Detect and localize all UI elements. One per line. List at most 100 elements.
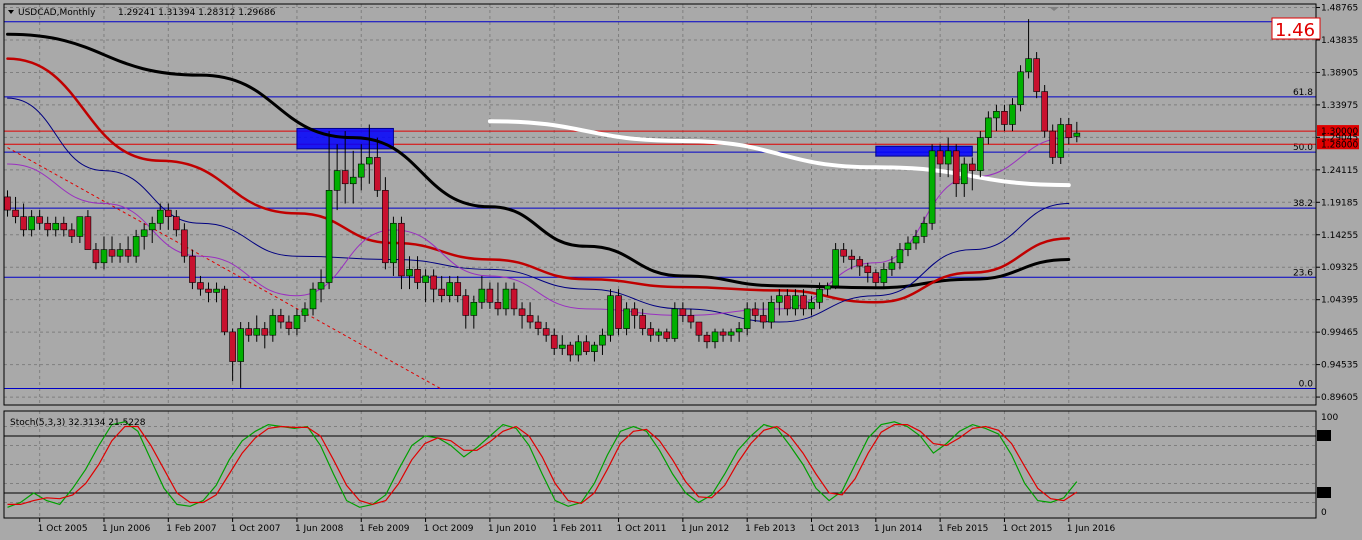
bull-candle (269, 315, 277, 336)
bull-candle (446, 282, 454, 296)
bull-candle (301, 308, 309, 316)
bear-candle (414, 269, 421, 283)
bear-candle (518, 308, 526, 316)
bull-candle (832, 249, 839, 287)
level-price-label: 1.30000 (1321, 127, 1358, 137)
fib-label: 0.0 (1299, 380, 1314, 390)
bull-candle (776, 295, 783, 303)
bear-candle (583, 341, 590, 352)
bear-candle (382, 190, 389, 264)
bear-candle (936, 150, 944, 165)
bear-candle (526, 315, 534, 323)
bear-candle (181, 229, 188, 257)
bear-candle (647, 328, 655, 336)
bull-candle (599, 334, 606, 346)
bull-candle (944, 150, 952, 165)
bull-candle (365, 157, 373, 165)
bull-candle (390, 222, 397, 264)
bull-candle (623, 308, 630, 329)
bear-candle (341, 170, 349, 185)
bull-candle (52, 222, 60, 231)
bull-candle (156, 209, 164, 224)
bull-candle (309, 288, 317, 310)
bear-candle (189, 255, 196, 283)
bear-candle (454, 282, 462, 296)
price-tick-label: 1.24115 (1321, 166, 1358, 176)
bull-candle (824, 285, 831, 290)
bear-candle (542, 328, 550, 336)
bull-candle (711, 331, 719, 343)
bear-candle (44, 222, 52, 231)
supply-zone (875, 145, 973, 157)
stoch-title: Stoch(5,3,3) 32.3134 21.5228 (10, 418, 146, 428)
bear-candle (245, 328, 252, 336)
price-tick-label: 1.48765 (1321, 4, 1358, 14)
fib-label: 61.8 (1293, 88, 1313, 98)
bull-candle (808, 301, 815, 310)
price-tick-label: 0.89605 (1321, 393, 1358, 403)
bear-candle (703, 334, 711, 343)
bull-candle (671, 308, 679, 339)
fib-label: 38.2 (1293, 199, 1313, 209)
price-tick-label: 1.43835 (1321, 36, 1358, 46)
chevron-down-icon[interactable] (8, 10, 14, 14)
bear-candle (1049, 130, 1056, 158)
bull-candle (422, 275, 429, 283)
bear-candle (430, 275, 437, 290)
time-tick-label: 1 Oct 2007 (231, 524, 281, 534)
price-tick-label: 0.94535 (1321, 361, 1358, 371)
bear-candle (165, 209, 172, 217)
bear-candle (566, 344, 574, 356)
bull-candle (896, 249, 904, 264)
bear-candle (1041, 91, 1048, 132)
stoch-line-green (7, 421, 1078, 508)
bull-candle (100, 249, 108, 264)
candles (4, 19, 1081, 388)
big-price-label: 1.46 (1275, 20, 1315, 41)
bear-candle (872, 272, 880, 283)
time-tick-label: 1 Jun 2014 (874, 524, 923, 534)
bear-candle (60, 222, 68, 231)
bear-candle (108, 249, 116, 257)
symbol-label: USDCAD,Monthly (18, 8, 96, 18)
bear-candle (968, 163, 976, 171)
bear-candle (631, 308, 638, 316)
bear-candle (550, 334, 558, 349)
bear-candle (277, 315, 285, 323)
big-price-box (1271, 17, 1321, 40)
bull-candle (1009, 104, 1016, 125)
bull-candle (237, 328, 244, 362)
bull-candle (1057, 124, 1065, 158)
price-tick-label: 1.04395 (1321, 296, 1358, 306)
trend-line (7, 147, 442, 390)
scroll-marker-icon[interactable] (1049, 7, 1059, 11)
bear-candle (197, 282, 204, 290)
stoch-level-box (1317, 430, 1331, 441)
bear-candle (92, 249, 100, 264)
bear-candle (1033, 58, 1040, 92)
bull-candle (253, 328, 261, 336)
time-tick-label: 1 Jun 2008 (295, 524, 344, 534)
bull-candle (148, 222, 156, 231)
bear-candle (510, 288, 518, 310)
bull-candle (213, 288, 220, 293)
bear-candle (952, 150, 960, 185)
stoch-level-label: 20 (1319, 489, 1331, 499)
stoch-scale-label: 100 (1321, 413, 1338, 423)
bear-candle (663, 331, 671, 339)
bear-candle (494, 301, 502, 310)
bull-candle (792, 295, 799, 310)
bull-candle (880, 269, 888, 283)
time-tick-label: 1 Feb 2013 (745, 524, 795, 534)
bear-candle (687, 315, 695, 323)
bull-candle (607, 295, 614, 336)
price-tick-label: 1.09325 (1321, 263, 1358, 273)
bear-candle (856, 259, 864, 267)
bull-candle (727, 331, 735, 336)
bear-candle (486, 288, 494, 303)
bull-candle (502, 288, 510, 310)
bear-candle (1001, 111, 1008, 125)
bull-candle (558, 344, 566, 349)
